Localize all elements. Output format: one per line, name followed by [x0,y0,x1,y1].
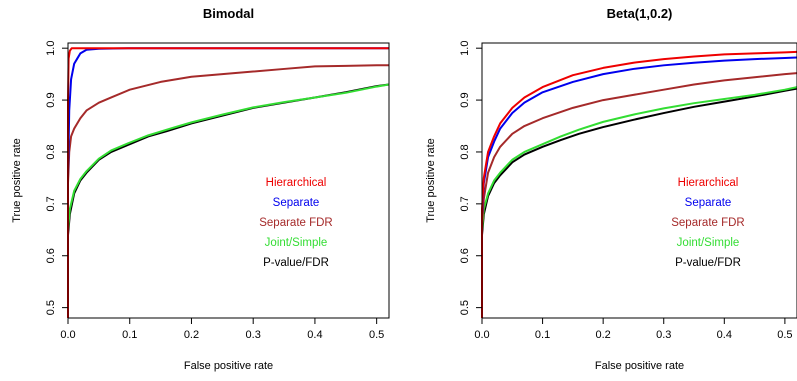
series-line-p-value-fdr [67,83,390,318]
x-tick-label: 0.0 [474,329,489,341]
y-tick-label: 0.6 [45,248,57,263]
y-tick-label: 0.5 [45,300,57,315]
series-line-separate [67,47,389,318]
y-tick-label: 0.9 [45,92,57,107]
x-tick-label: 0.3 [246,329,261,341]
y-tick-label: 0.8 [459,144,471,159]
y-axis-label: True positive rate [11,138,23,223]
y-tick-label: 1.0 [459,41,471,56]
series-line-joint-simple [481,86,797,318]
y-tick-label: 0.6 [459,248,471,263]
x-tick-label: 0.1 [535,329,550,341]
y-tick-label: 0.9 [459,92,471,107]
legend-item: Separate [273,197,320,209]
y-tick-label: 0.7 [459,196,471,211]
x-axis-label: False positive rate [184,360,273,372]
legend-item: Joint/Simple [677,237,740,249]
x-tick-label: 0.2 [596,329,611,341]
x-tick-label: 0.0 [60,329,75,341]
legend: Hierarchical Separate Separate FDR Joint/Si… [259,177,333,269]
series-line-hierarchical [481,50,797,318]
y-axis-label: True positive rate [425,138,437,223]
legend-item: Hierarchical [678,177,739,189]
x-tick-label: 0.5 [777,329,792,341]
x-tick-label: 0.3 [656,329,671,341]
legend: Hierarchical Separate Separate FDR Joint/Si… [671,177,745,269]
plot-frame [481,42,797,319]
y-tick-label: 1.0 [45,41,57,56]
series-line-hierarchical [67,47,389,318]
legend-item: P-value/FDR [675,257,741,269]
chart-title: Beta(1,0.2) [607,6,673,21]
x-tick-label: 0.4 [717,329,732,341]
x-tick-label: 0.1 [122,329,137,341]
legend-item: Separate FDR [259,217,333,229]
chart-panel-2: Beta(1,0.2) 0.0 0.1 0.2 0.3 0.4 0.5 0.5 0.6 0.7 0.… [425,6,797,372]
x-tick-label: 0.4 [307,329,322,341]
chart-panel-1: Bimodal 0.0 0.1 0.2 0.3 0.4 0.5 0.5 0.6 0.7 0.8 0.9… [11,6,390,372]
series-line-separate-fdr [481,72,797,318]
series-line-joint-simple [67,83,390,318]
x-tick-label: 0.2 [184,329,199,341]
y-tick-label: 0.7 [45,196,57,211]
legend-item: P-value/FDR [263,257,329,269]
y-tick-label: 0.5 [459,300,471,315]
legend-item: Hierarchical [266,177,327,189]
legend-item: Joint/Simple [265,237,328,249]
plot-frame [67,42,390,319]
x-tick-label: 0.5 [369,329,384,341]
y-tick-label: 0.8 [45,144,57,159]
legend-item: Separate FDR [671,217,745,229]
series-line-separate-fdr [67,64,389,318]
legend-item: Separate [685,197,732,209]
x-axis-label: False positive rate [595,360,684,372]
chart-title: Bimodal [203,6,254,21]
